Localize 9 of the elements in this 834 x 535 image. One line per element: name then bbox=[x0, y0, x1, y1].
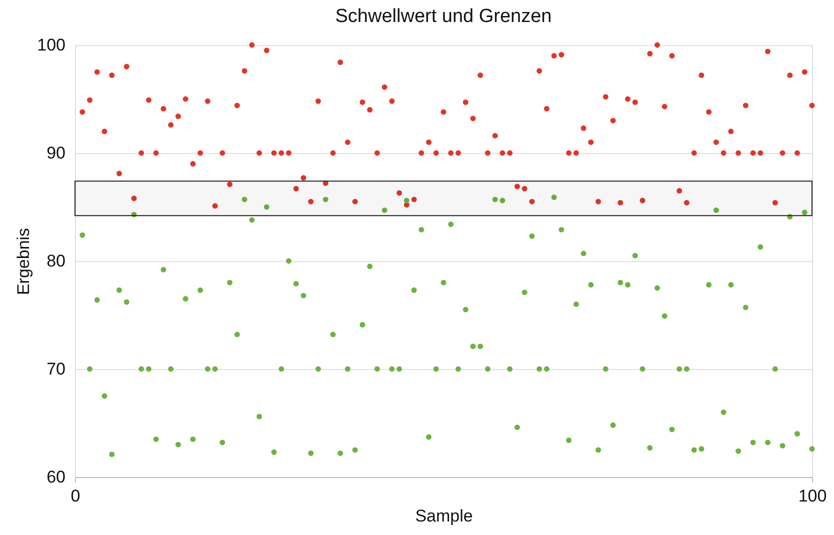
chart-title: Schwellwert und Grenzen bbox=[335, 6, 552, 27]
x-axis-title: Sample bbox=[415, 506, 473, 526]
y-tick-label: 80 bbox=[46, 252, 66, 270]
y-tick-label: 90 bbox=[46, 144, 66, 162]
x-tick-label: 0 bbox=[70, 486, 80, 506]
y-tick-label: 60 bbox=[46, 468, 66, 486]
y-tick-label: 70 bbox=[46, 360, 66, 378]
y-axis-title: Ergebnis bbox=[14, 228, 34, 296]
y-tick-label: 100 bbox=[37, 36, 66, 54]
